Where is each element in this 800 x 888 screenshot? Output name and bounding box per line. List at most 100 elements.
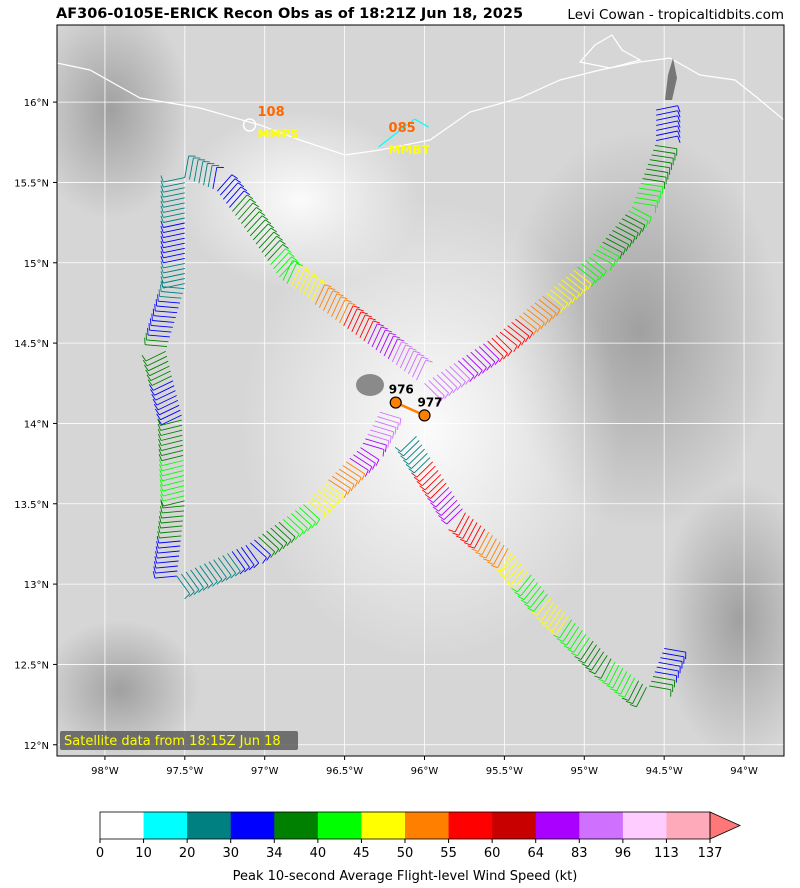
wind-barb	[310, 497, 330, 511]
wind-barb	[566, 626, 580, 646]
wind-barb	[249, 219, 266, 237]
wind-barb	[513, 570, 529, 589]
wind-barb-flag	[159, 474, 163, 481]
wind-barb-flag	[311, 522, 316, 529]
wind-barb	[664, 647, 686, 653]
wind-barb-flag	[486, 364, 492, 371]
wind-barb-flag	[602, 270, 607, 278]
wind-barb-flag	[160, 235, 164, 243]
wind-barb-flag	[475, 551, 483, 556]
wind-barb-flag	[677, 115, 681, 123]
page-title: AF306-0105E-ERICK Recon Obs as of 18:21Z…	[56, 6, 524, 22]
satellite-cloud-texture	[57, 25, 190, 220]
wind-barb-flag	[632, 236, 636, 244]
wind-barb-flag	[548, 316, 553, 323]
wind-barb-flag	[240, 186, 248, 192]
colorbar-tick-label: 60	[484, 846, 501, 861]
wind-barb	[421, 470, 439, 487]
wind-barb	[163, 232, 185, 239]
wind-barb	[651, 680, 673, 686]
wind-barb	[150, 370, 171, 382]
wind-barb-flag	[237, 182, 245, 188]
wind-barb	[163, 237, 185, 244]
axis-ticks: 98°W 97.5°W 97°W 96.5°W 96°W 95.5°W 95°W 94.5°W…	[14, 98, 758, 777]
wind-barb	[235, 198, 251, 216]
wind-barb	[644, 173, 667, 178]
wind-barb-flag	[394, 427, 397, 435]
wind-barbs	[141, 105, 687, 708]
wind-barb	[612, 667, 624, 689]
wind-barb-flag	[517, 595, 525, 601]
wind-barb	[207, 165, 213, 188]
wind-barb	[176, 575, 191, 595]
wind-barb	[616, 671, 628, 692]
wind-barb-flag	[294, 533, 300, 541]
wind-barb-flag	[427, 498, 434, 504]
wind-barb	[346, 461, 365, 475]
wind-barb	[654, 671, 677, 677]
wind-barb	[282, 260, 293, 281]
wind-barb-flag	[629, 704, 637, 708]
wind-barb	[286, 516, 304, 532]
station-observations: 108 MMPS 085 MMBT	[242, 105, 431, 157]
wind-barb-flag	[159, 484, 164, 492]
wind-barb	[162, 475, 184, 482]
wind-barb	[546, 292, 565, 308]
wind-barb-flag	[339, 495, 344, 502]
wind-barb	[654, 144, 677, 150]
wind-barb	[203, 163, 208, 186]
lon-tick-label: 95.5°W	[486, 766, 523, 777]
wind-barb	[435, 491, 452, 508]
wind-barb	[270, 527, 288, 544]
wind-barb	[328, 479, 348, 493]
wind-barb	[343, 305, 354, 326]
wind-barb	[615, 226, 636, 238]
wind-barb	[577, 266, 596, 281]
wind-barb-flag	[274, 548, 280, 555]
wind-barb-flag	[542, 623, 550, 628]
wind-barb	[495, 334, 513, 352]
wind-barb	[294, 510, 312, 526]
wind-barb	[360, 447, 380, 460]
wind-barb-flag	[158, 443, 162, 451]
wind-barb	[238, 202, 254, 220]
wind-barb	[427, 478, 444, 495]
wind-barb	[660, 657, 683, 662]
wind-barb-flag	[413, 350, 421, 354]
wind-barb-flag	[249, 198, 257, 204]
wind-barb-flag	[409, 347, 417, 351]
wind-barb	[162, 286, 185, 290]
wind-barb	[347, 308, 358, 329]
wind-barb	[491, 337, 508, 354]
wind-barb-flag	[579, 290, 584, 297]
wind-barb-flag	[285, 248, 292, 253]
pressure-value: 976	[389, 383, 414, 397]
wind-barb	[154, 385, 175, 396]
wind-barb-flag	[282, 244, 289, 249]
wind-barb	[254, 539, 271, 556]
wind-barb-flag	[677, 120, 681, 128]
wind-barb-flag	[160, 190, 164, 198]
wind-barb-flag	[188, 591, 195, 598]
wind-barb-flag	[316, 278, 324, 282]
wind-barb-flag	[159, 469, 163, 476]
wind-barb-flag	[261, 215, 269, 221]
wind-barb	[585, 260, 603, 275]
wind-barb-flag	[549, 631, 557, 635]
wind-barb-flag	[344, 299, 352, 303]
wind-barb	[395, 344, 407, 366]
wind-barb	[338, 468, 358, 482]
wind-barb-flag	[360, 311, 368, 315]
wind-barb	[605, 237, 626, 249]
wind-barb-flag	[514, 591, 522, 597]
wind-barb	[653, 149, 676, 154]
wind-barb	[163, 212, 185, 218]
wind-barb-flag	[479, 555, 487, 559]
wind-barb	[369, 429, 392, 437]
wind-barb-flag	[587, 283, 592, 291]
wind-barb	[181, 573, 195, 593]
wind-barb	[331, 475, 351, 489]
wind-barb-flag	[262, 557, 267, 564]
wind-barb-flag	[340, 296, 348, 300]
wind-barb	[584, 644, 597, 664]
